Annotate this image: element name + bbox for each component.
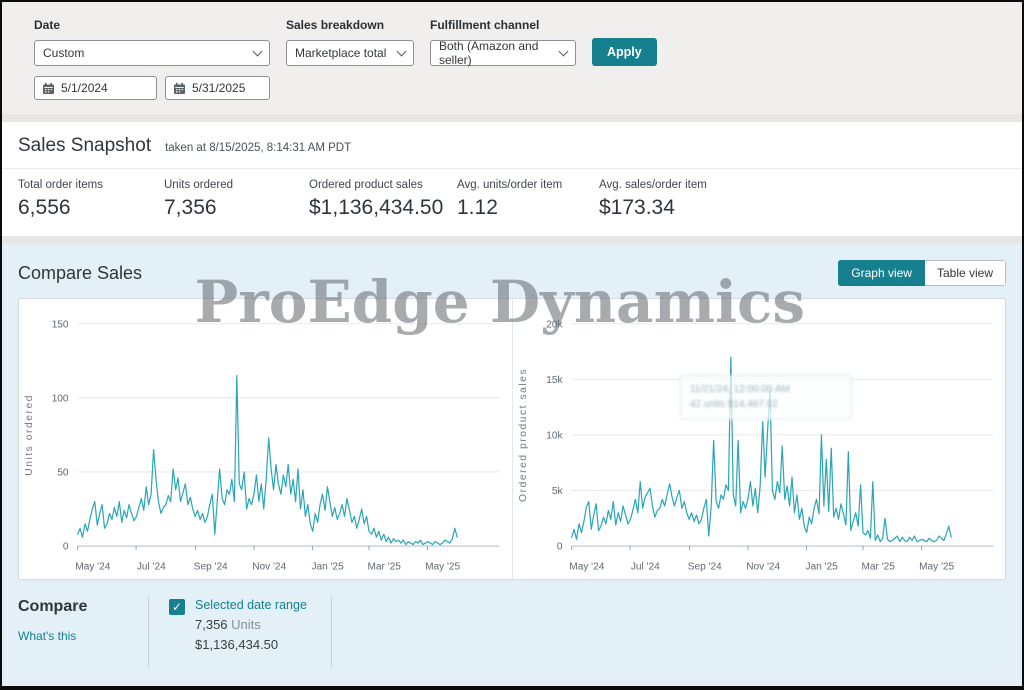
ordered-product-sales-chart[interactable]: 11/21/24, 12:00:00 AM 42 units $14,467.0… <box>513 299 1006 579</box>
table-view-button[interactable]: Table view <box>924 260 1006 286</box>
svg-text:10k: 10k <box>546 430 563 441</box>
svg-text:May '25: May '25 <box>919 562 954 573</box>
compare-units: 7,356 Units <box>195 617 261 632</box>
sales-snapshot-section: Sales Snapshot taken at 8/15/2025, 8:14:… <box>2 122 1022 236</box>
fulfillment-channel-value: Both (Amazon and seller) <box>439 39 539 67</box>
fulfillment-channel-group: Fulfillment channel Both (Amazon and sel… <box>430 18 576 67</box>
compare-sales-panel: ProEdge Dynamics Compare Sales Graph vie… <box>2 244 1022 686</box>
fulfillment-channel-select[interactable]: Both (Amazon and seller) <box>430 39 576 67</box>
svg-text:Mar '25: Mar '25 <box>368 562 402 573</box>
svg-text:150: 150 <box>52 319 69 330</box>
svg-text:Units ordered: Units ordered <box>24 394 35 476</box>
compare-footer: Compare What's this ✓ Selected date rang… <box>2 580 1022 668</box>
snapshot-metrics: Total order items 6,556 Units ordered 7,… <box>2 169 1022 236</box>
charts-card: 0 50 100 150 May '24 Jul '24 Sep '24 Nov '24 Jan… <box>18 298 1006 580</box>
graph-view-button[interactable]: Graph view <box>838 260 925 286</box>
svg-text:Nov '24: Nov '24 <box>252 562 286 573</box>
svg-text:Nov '24: Nov '24 <box>746 562 780 573</box>
chevron-down-icon <box>558 46 569 56</box>
start-date-input[interactable]: 5/1/2024 <box>34 76 157 100</box>
selected-range-checkbox[interactable]: ✓ <box>169 599 185 615</box>
sales-breakdown-select[interactable]: Marketplace total <box>286 40 414 66</box>
sales-breakdown-label: Sales breakdown <box>286 18 385 32</box>
svg-text:20k: 20k <box>546 319 563 330</box>
date-select-value: Custom <box>43 46 85 60</box>
metric-avg-sales-per-order: Avg. sales/order item $173.34 <box>599 179 707 219</box>
svg-text:Jul '24: Jul '24 <box>630 562 659 573</box>
sales-breakdown-group: Sales breakdown Marketplace total <box>286 18 414 66</box>
svg-text:Mar '25: Mar '25 <box>861 562 895 573</box>
calendar-icon <box>43 82 54 94</box>
chevron-down-icon <box>396 46 407 56</box>
svg-text:0: 0 <box>556 542 562 553</box>
svg-text:50: 50 <box>57 467 69 478</box>
compare-title: Compare <box>18 598 88 615</box>
svg-text:Sep '24: Sep '24 <box>194 562 228 573</box>
metric-avg-units-per-order: Avg. units/order item 1.12 <box>457 179 563 219</box>
selected-range-block: ✓ Selected date range 7,356 Units $1,136… <box>148 596 332 668</box>
snapshot-timestamp: taken at 8/15/2025, 8:14:31 AM PDT <box>165 142 352 154</box>
apply-button[interactable]: Apply <box>592 38 657 66</box>
svg-text:May '24: May '24 <box>75 562 110 573</box>
svg-text:May '25: May '25 <box>425 562 460 573</box>
sales-breakdown-value: Marketplace total <box>295 46 387 60</box>
svg-text:Ordered product sales: Ordered product sales <box>518 368 529 502</box>
filter-bar: Date Custom 5 <box>2 2 1022 114</box>
date-label: Date <box>34 18 61 32</box>
view-toggle: Graph view Table view <box>838 260 1006 286</box>
calendar-icon <box>174 82 185 94</box>
svg-text:Jul '24: Jul '24 <box>137 562 166 573</box>
metric-ordered-product-sales: Ordered product sales $1,136,434.50 <box>309 179 444 219</box>
svg-text:5k: 5k <box>551 486 563 497</box>
whats-this-link[interactable]: What's this <box>18 629 77 643</box>
svg-text:15k: 15k <box>546 375 563 386</box>
compare-sales-value: $1,136,434.50 <box>195 637 279 652</box>
fulfillment-channel-label: Fulfillment channel <box>430 18 540 32</box>
svg-text:0: 0 <box>63 542 69 553</box>
units-ordered-chart[interactable]: 0 50 100 150 May '24 Jul '24 Sep '24 Nov '24 Jan… <box>19 299 513 579</box>
chevron-down-icon <box>252 46 263 56</box>
svg-text:Jan '25: Jan '25 <box>312 562 345 573</box>
compare-sales-title: Compare Sales <box>18 262 143 283</box>
svg-text:100: 100 <box>52 393 69 404</box>
end-date-value: 5/31/2025 <box>192 81 246 95</box>
date-filter-group: Date Custom 5 <box>34 18 270 100</box>
metric-total-order-items: Total order items 6,556 <box>18 179 104 219</box>
selected-range-label: Selected date range <box>195 598 307 612</box>
date-select[interactable]: Custom <box>34 40 270 66</box>
svg-text:Sep '24: Sep '24 <box>687 562 721 573</box>
start-date-value: 5/1/2024 <box>61 81 108 95</box>
sales-snapshot-title: Sales Snapshot <box>18 135 152 156</box>
svg-text:May '24: May '24 <box>569 562 604 573</box>
end-date-input[interactable]: 5/31/2025 <box>165 76 270 100</box>
svg-text:Jan '25: Jan '25 <box>805 562 838 573</box>
metric-units-ordered: Units ordered 7,356 <box>164 179 234 219</box>
